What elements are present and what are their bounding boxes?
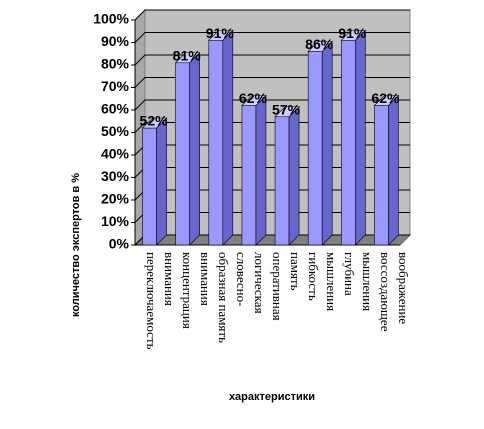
bar: [274, 116, 290, 246]
bar: [341, 39, 356, 246]
bar-top: [340, 29, 367, 41]
y-tick-label: 20%: [101, 191, 130, 207]
x-tick-label: логическая: [252, 252, 267, 314]
y-tick-label: 90%: [101, 33, 130, 49]
x-tick-label: внимания: [162, 252, 177, 306]
bar: [208, 39, 224, 246]
x-tick-label: словесно-: [234, 252, 249, 306]
bar: [374, 105, 389, 246]
y-axis-title: количество экспертов в %: [70, 173, 82, 317]
bar-side: [189, 52, 200, 246]
value-label: 62%: [239, 90, 268, 106]
x-tick-label: оперативная: [270, 252, 285, 321]
bar-top: [373, 95, 400, 106]
value-label: 57%: [272, 101, 301, 117]
y-tick-label: 100%: [93, 11, 129, 27]
y-tick-label: 50%: [101, 123, 130, 139]
bar-top: [174, 52, 201, 64]
bar: [175, 62, 190, 246]
x-tick-label: воссоздающее: [378, 252, 393, 332]
x-tick-label: гибкость: [306, 252, 321, 301]
bar: [241, 105, 257, 246]
x-axis-title: характеристики: [229, 391, 315, 403]
bar-top: [274, 106, 300, 118]
value-label: 52%: [140, 113, 169, 129]
y-tick-label: 40%: [101, 146, 130, 162]
y-tick-label: 60%: [101, 101, 130, 117]
y-tick-label: 70%: [101, 78, 130, 94]
bar: [142, 127, 157, 246]
y-tick-label: 80%: [101, 56, 130, 72]
bar-top: [141, 117, 168, 129]
x-tick-label: концентрация: [180, 252, 195, 329]
bar-side: [355, 29, 366, 246]
x-tick-label: внимания: [198, 252, 213, 306]
value-label: 91%: [206, 25, 235, 41]
value-label: 91%: [338, 25, 367, 41]
value-label: 81%: [173, 47, 202, 63]
value-label: 86%: [305, 36, 334, 52]
bar: [307, 51, 323, 246]
grid-line: [134, 32, 410, 43]
bar-top: [208, 29, 234, 41]
bar-top: [241, 95, 267, 106]
y-tick-label: 0%: [109, 236, 130, 252]
bar-top: [307, 41, 333, 52]
bar-side: [388, 94, 399, 246]
bar-side: [255, 94, 267, 246]
x-tick-label: образная память: [216, 252, 231, 343]
y-tick-label: 10%: [101, 213, 130, 229]
grid-line: [134, 9, 410, 21]
bar-side: [156, 117, 167, 246]
y-tick-label: 30%: [101, 168, 130, 184]
bar-side: [222, 29, 234, 246]
x-tick-label: переключаемость: [144, 252, 159, 350]
x-tick-label: память: [288, 252, 303, 291]
x-tick-label: глубина: [342, 252, 357, 296]
bar-side: [288, 106, 300, 246]
value-label: 62%: [371, 90, 400, 106]
x-tick-label: мышления: [360, 252, 375, 311]
x-tick-label: воображение: [396, 252, 411, 324]
bar-side: [321, 40, 333, 246]
x-tick-label: мышления: [324, 252, 339, 311]
